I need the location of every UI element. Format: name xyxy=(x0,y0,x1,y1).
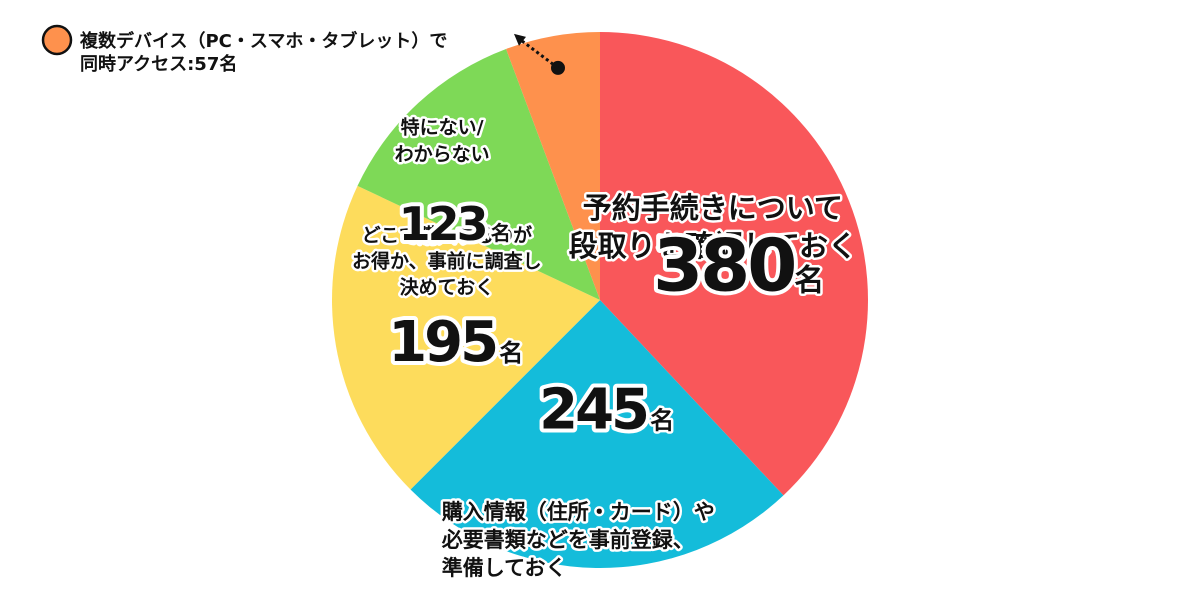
slice-value-2: 195 名 xyxy=(384,306,525,379)
slice-value-0-number: 380 xyxy=(653,224,794,308)
pie-slice-0 xyxy=(600,32,868,496)
slice-value-1: 245 名 xyxy=(535,373,676,446)
pie-slice-2 xyxy=(332,185,600,490)
legend-swatch xyxy=(41,24,73,56)
slice-value-3-unit: 名 xyxy=(491,221,511,245)
slice-label-1: 購入情報（住所・カード）や必要書類などを事前登録、準備しておく xyxy=(441,500,715,580)
slice-value-1-unit: 名 xyxy=(650,406,674,434)
slice-label-2: どこで購入するのがお得か、事前に調査し決めておく xyxy=(352,224,542,299)
callout-arrowhead xyxy=(513,33,526,46)
slice-value-0: 380 名 xyxy=(649,220,827,312)
slice-value-2-number: 195 xyxy=(388,310,496,375)
slice-value-2-unit: 名 xyxy=(499,339,523,367)
slice-label-0: 予約手続きについて段取りを確認しておく xyxy=(569,191,857,263)
pie-slice-4 xyxy=(506,32,600,300)
slice-label-3: 特にない/わからない xyxy=(395,117,490,166)
slice-value-3: 123 名 xyxy=(395,193,514,255)
pie-slice-3 xyxy=(357,49,600,300)
slice-value-3-number: 123 xyxy=(399,197,486,251)
pie-slice-1 xyxy=(410,300,784,568)
slice-value-0-unit: 名 xyxy=(794,264,824,299)
callout-legend: 複数デバイス（PC・スマホ・タブレット）で同時アクセス:57名 xyxy=(41,24,565,75)
legend-label: 複数デバイス（PC・スマホ・タブレット）で同時アクセス:57名 xyxy=(79,30,447,75)
slice-value-1-number: 245 xyxy=(539,377,647,442)
callout-line xyxy=(517,36,559,70)
